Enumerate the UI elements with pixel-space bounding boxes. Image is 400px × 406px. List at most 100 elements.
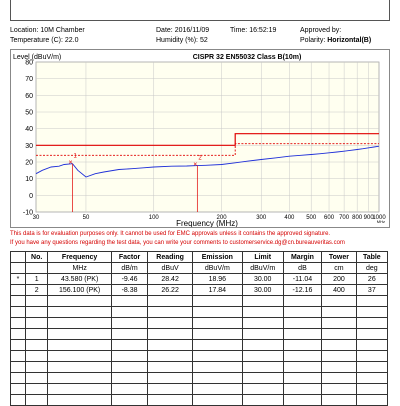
empty-cell [24,383,49,395]
date-info: Date: 2016/11/09 [156,26,209,35]
empty-cell [355,394,389,406]
y-tick-label: 70 [25,76,33,83]
grid-lines [35,61,380,213]
empty-cell [110,350,149,362]
empty-table-row [10,394,389,406]
empty-cell [10,394,26,406]
empty-table-row [10,361,389,373]
empty-cell [282,383,323,395]
table-cell: 26.22 [147,284,194,296]
table-units-row: MHz dB/m dBuV dBuV/m dBuV/m dB cm deg [10,262,389,274]
empty-cell [10,383,26,395]
empty-cell [321,317,357,329]
empty-cell [192,361,243,373]
x-tick-label: 700 [339,215,350,221]
empty-cell [47,317,112,329]
table-cell: 17.84 [192,284,243,296]
empty-cell [47,372,112,384]
empty-cell [321,350,357,362]
column-header: Reading [147,251,194,263]
empty-cell [10,295,26,307]
empty-cell [147,394,194,406]
y-tick-label: 30 [25,143,33,150]
table-cell: 37 [355,284,389,296]
x-tick-label: 300 [256,215,267,221]
empty-table-row [10,317,389,329]
empty-cell [47,328,112,340]
polarity-value: Horizontal(B) [327,37,372,44]
empty-cell [147,361,194,373]
table-body: * 1 43.580 (PK) -9.46 28.42 18.96 30.00 -11.04 2… [10,273,389,406]
empty-cell [10,339,26,351]
column-unit: dB [282,262,323,274]
empty-cell [241,361,284,373]
empty-cell [10,328,26,340]
x-tick-label: 50 [83,215,90,221]
column-unit [24,262,49,274]
mark-column-unit [10,262,26,274]
empty-cell [355,350,389,362]
marker-label: 1 [74,154,78,160]
column-header: Limit [241,251,284,263]
empty-cell [24,394,49,406]
empty-cell [282,394,323,406]
empty-cell [110,295,149,307]
table-cell: -9.46 [110,273,149,285]
x-tick-label: 600 [324,215,335,221]
y-tick-labels: -10 0 10 20 30 40 50 60 70 80 [23,60,33,217]
empty-cell [10,372,26,384]
empty-cell [110,306,149,318]
empty-table-row [10,383,389,395]
empty-cell [24,361,49,373]
evaluation-notice: This data is for evaluation purposes onl… [10,231,331,237]
column-unit: cm [321,262,357,274]
mark-column-header [10,251,26,263]
empty-cell [282,372,323,384]
x-tick-label: 1000 [372,215,386,221]
empty-cell [110,394,149,406]
empty-cell [110,361,149,373]
empty-cell [10,306,26,318]
empty-cell [192,372,243,384]
empty-cell [241,339,284,351]
empty-table-row [10,295,389,307]
time-value: 16:52:19 [249,27,277,34]
empty-table-row [10,339,389,351]
empty-cell [24,306,49,318]
column-header: No. [24,251,49,263]
empty-cell [192,295,243,307]
empty-cell [47,394,112,406]
empty-cell [321,394,357,406]
report-header-box [10,0,390,21]
empty-cell [192,328,243,340]
empty-cell [282,317,323,329]
limit-line [36,133,379,146]
empty-cell [147,295,194,307]
contact-notice: If you have any questions regarding the … [10,240,345,246]
y-tick-label: 40 [25,126,33,133]
results-table: No. Frequency Factor Reading Emission Limit Ma… [10,251,389,406]
column-unit: dB/m [110,262,149,274]
empty-cell [282,306,323,318]
column-header: Frequency [47,251,112,263]
table-row: 2 156.100 (PK) -8.38 26.22 17.84 30.00 -12.16 4… [10,284,389,296]
column-header: Tower [321,251,357,263]
empty-cell [110,317,149,329]
empty-cell [24,317,49,329]
empty-cell [10,317,26,329]
empty-cell [192,383,243,395]
empty-cell [321,339,357,351]
table-cell: 26 [355,273,389,285]
location-label: Location: [10,27,39,34]
empty-cell [355,339,389,351]
y-axis-label: Level (dBuV/m) [13,54,61,61]
table-cell: -8.38 [110,284,149,296]
date-label: Date: [156,27,173,34]
empty-cell [47,383,112,395]
column-unit: dBuV/m [192,262,243,274]
column-unit: dBuV/m [241,262,284,274]
empty-cell [192,339,243,351]
column-unit: deg [355,262,389,274]
empty-cell [147,317,194,329]
